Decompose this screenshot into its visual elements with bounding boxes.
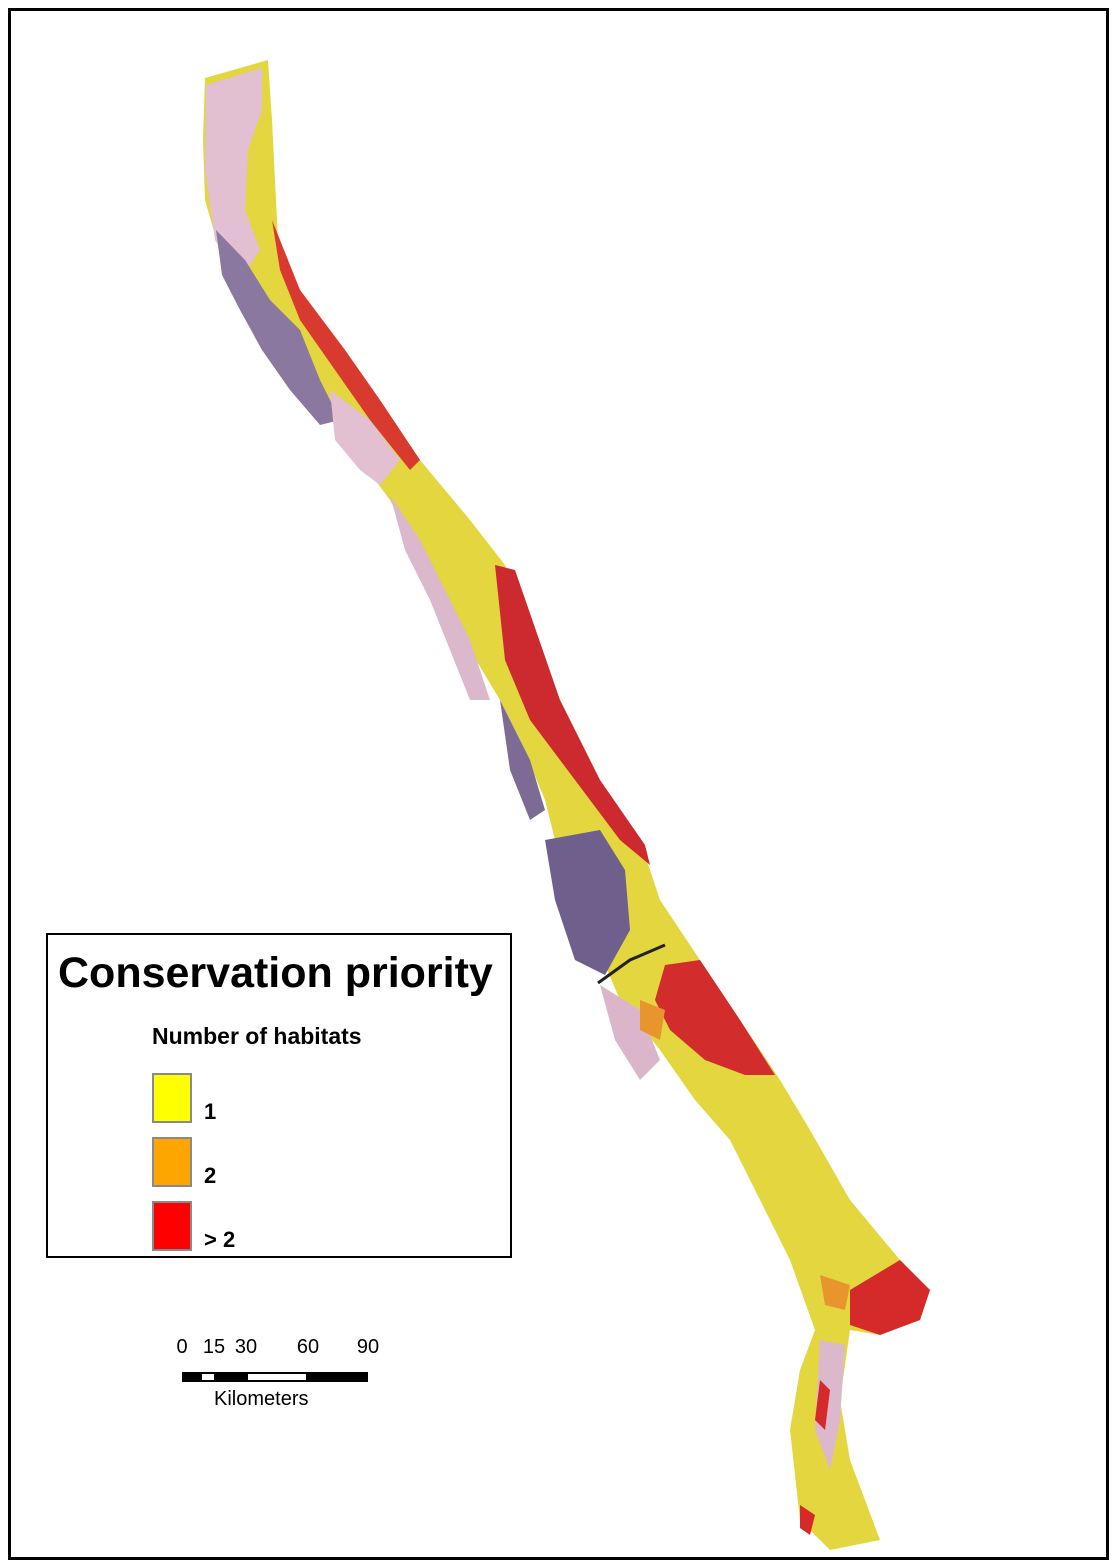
map-region-base: [203, 60, 930, 1550]
legend-item-label: 2: [204, 1163, 217, 1188]
map-region-purple-center: [545, 830, 630, 975]
scale-segment: [216, 1372, 232, 1382]
map-legend: Conservation priority Number of habitats…: [46, 933, 512, 1258]
legend-title: Conservation priority: [58, 949, 493, 997]
map-region-orange-2: [640, 1000, 665, 1040]
scale-bar: 0 15 30 60 90 Kilometers: [168, 1336, 388, 1416]
map-region-red-center: [655, 960, 775, 1075]
map-region-pink-south: [815, 1340, 845, 1470]
map-region-red-tip2: [800, 1505, 815, 1535]
scale-tick-label: 60: [296, 1336, 320, 1358]
legend-swatch-yellow: [152, 1073, 192, 1123]
map-region-pink-north: [205, 68, 262, 280]
scale-segment: [246, 1372, 308, 1382]
scale-tick-label: 15: [202, 1336, 226, 1358]
scale-segment: [182, 1372, 200, 1382]
map-region-pink-center: [600, 985, 660, 1080]
map-region-purple-north: [216, 230, 340, 425]
legend-item-2: 2: [152, 1135, 216, 1187]
scale-segment: [308, 1372, 368, 1382]
map-region-purple-mid: [500, 700, 545, 820]
legend-swatch-red: [152, 1201, 192, 1251]
map-boundary-line: [597, 943, 666, 985]
legend-item-1: 1: [152, 1071, 216, 1123]
map-region-red-south: [850, 1260, 930, 1335]
legend-item-label: > 2: [204, 1227, 236, 1252]
map-region-orange-1: [820, 1275, 850, 1310]
legend-item-label: 1: [204, 1099, 217, 1124]
scale-segment: [200, 1372, 216, 1382]
scale-tick-label: 30: [234, 1336, 258, 1358]
legend-item-3: > 2: [152, 1199, 235, 1251]
map-region-pink-mid: [330, 390, 400, 485]
scale-unit-label: Kilometers: [214, 1388, 309, 1410]
map-region-red-large: [495, 565, 650, 865]
legend-swatch-orange: [152, 1137, 192, 1187]
scale-tick-label: 0: [176, 1336, 188, 1358]
legend-subtitle: Number of habitats: [152, 1023, 362, 1049]
map-region-red-coast-north: [272, 220, 420, 470]
map-region-pink-mid2: [390, 495, 490, 700]
scale-segment: [232, 1372, 246, 1382]
map-region-red-tip: [815, 1380, 830, 1430]
scale-tick-label: 90: [356, 1336, 380, 1358]
